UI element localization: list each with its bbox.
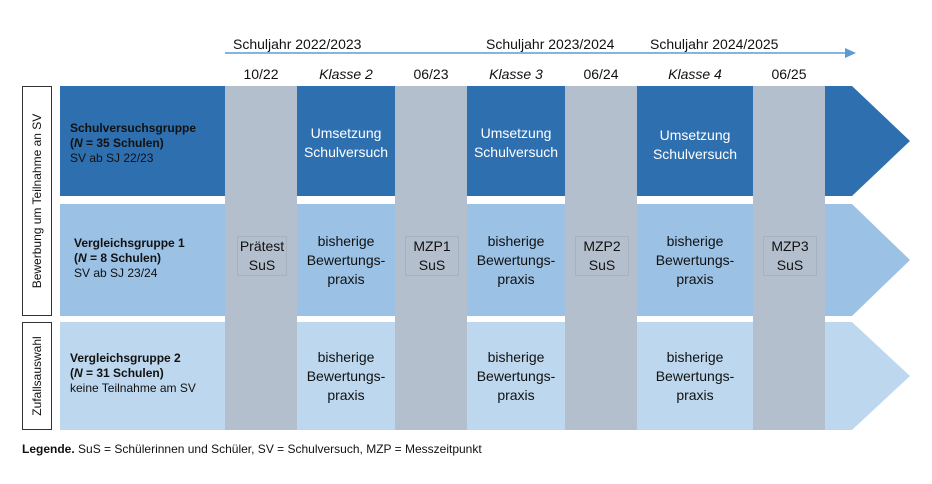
group-label-vergleichsgruppe-1: Vergleichsgruppe 1 (N = 8 Schulen) SV ab…: [74, 236, 185, 280]
group-name: Schulversuchsgruppe: [70, 121, 197, 135]
legend-text: SuS = Schülerinnen und Schüler, SV = Sch…: [74, 442, 482, 456]
year-label-2023: Schuljahr 2023/2024: [486, 36, 615, 52]
cell-vg1-klasse-2: bisherige Bewertungs-praxis: [306, 233, 386, 287]
year-label-2024: Schuljahr 2024/2025: [650, 36, 779, 52]
cell-vg2-klasse-3: bisherige Bewertungs-praxis: [476, 349, 556, 403]
measurement-mzp3: MZP3 SuS: [763, 236, 817, 276]
cell-vg1-klasse-3: bisherige Bewertungs-praxis: [476, 233, 556, 287]
column-header-06-24: 06/24: [583, 66, 619, 82]
column-header-klasse-2: Klasse 2: [319, 66, 373, 82]
side-label-bewerbung: Bewerbung um Teilnahme an SV: [30, 113, 44, 289]
cell-vg2-klasse-4: bisherige Bewertungs-praxis: [655, 349, 735, 403]
group-label-vergleichsgruppe-2: Vergleichsgruppe 2 (N = 31 Schulen) kein…: [70, 351, 196, 395]
legend-title: Legende.: [22, 442, 75, 456]
measurement-mzp1: MZP1 SuS: [405, 236, 459, 276]
cell-umsetzung-klasse-3: Umsetzung Schulversuch: [473, 125, 559, 160]
legend: Legende. SuS = Schülerinnen und Schüler,…: [22, 442, 482, 456]
cell-umsetzung-klasse-4: Umsetzung Schulversuch: [652, 127, 738, 162]
side-label-box-zufall: Zufallsauswahl: [22, 322, 52, 430]
group-note: SV ab SJ 23/24: [74, 266, 158, 280]
side-label-box-bewerbung: Bewerbung um Teilnahme an SV: [22, 86, 52, 316]
measurement-pretest: Prätest SuS: [237, 236, 287, 276]
year-label-2022: Schuljahr 2022/2023: [233, 36, 362, 52]
column-header-klasse-3: Klasse 3: [489, 66, 543, 82]
column-header-10-22: 10/22: [243, 66, 279, 82]
cell-vg2-klasse-2: bisherige Bewertungs-praxis: [306, 349, 386, 403]
timeline-arrow: [225, 48, 856, 58]
column-header-06-23: 06/23: [413, 66, 449, 82]
group-name: Vergleichsgruppe 2: [70, 351, 181, 365]
group-label-schulversuchsgruppe: Schulversuchsgruppe (N = 35 Schulen) SV …: [70, 121, 197, 165]
cell-vg1-klasse-4: bisherige Bewertungs-praxis: [655, 233, 735, 287]
cell-umsetzung-klasse-2: Umsetzung Schulversuch: [303, 125, 389, 160]
group-note: keine Teilnahme am SV: [70, 381, 196, 395]
column-header-klasse-4: Klasse 4: [668, 66, 722, 82]
column-header-06-25: 06/25: [771, 66, 807, 82]
group-name: Vergleichsgruppe 1: [74, 236, 185, 250]
group-note: SV ab SJ 22/23: [70, 151, 154, 165]
side-label-zufallsauswahl: Zufallsauswahl: [30, 336, 44, 416]
measurement-mzp2: MZP2 SuS: [575, 236, 629, 276]
